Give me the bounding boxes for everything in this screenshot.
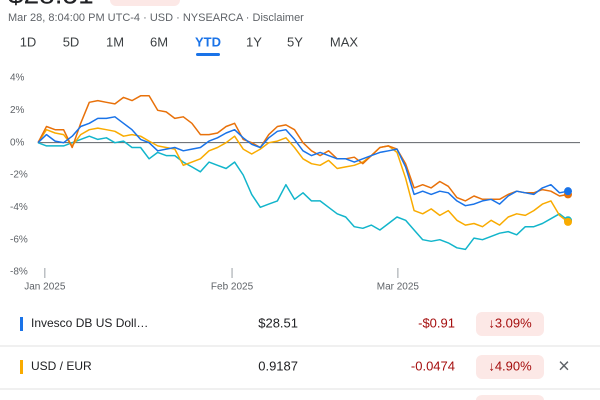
series-line bbox=[37, 127, 569, 228]
y-tick-label: 2% bbox=[10, 105, 25, 116]
y-tick-label: -8% bbox=[10, 267, 28, 278]
row-pill bbox=[476, 355, 544, 379]
tab[interactable]: 1M bbox=[106, 34, 124, 49]
series-line bbox=[37, 116, 569, 207]
series-line bbox=[37, 95, 569, 202]
row-pill bbox=[476, 312, 544, 336]
row-pct: ↓3.09% bbox=[488, 315, 532, 330]
tab[interactable]: 6M bbox=[150, 34, 168, 49]
y-tick-label: -4% bbox=[10, 202, 28, 213]
change-pill bbox=[110, 0, 180, 6]
row-pill bbox=[476, 395, 544, 400]
x-tick-label: Feb 2025 bbox=[211, 282, 254, 293]
tab[interactable]: MAX bbox=[330, 34, 359, 49]
tab-underline bbox=[196, 53, 220, 56]
row-change: -0.0474 bbox=[411, 358, 455, 373]
row-change: -$0.91 bbox=[418, 315, 455, 330]
tab[interactable]: 1D bbox=[20, 34, 37, 49]
y-tick-label: 0% bbox=[10, 137, 25, 148]
row-pct: ↓4.90% bbox=[488, 358, 532, 373]
tab[interactable]: 5Y bbox=[287, 34, 303, 49]
end-dot bbox=[564, 187, 572, 196]
tab[interactable]: YTD bbox=[195, 34, 221, 49]
y-tick-label: -2% bbox=[10, 170, 28, 181]
series-line bbox=[37, 135, 569, 251]
row-name: USD / EUR bbox=[31, 359, 92, 373]
tab[interactable]: 1Y bbox=[246, 34, 262, 49]
x-tick-label: Jan 2025 bbox=[24, 282, 66, 293]
remove[interactable]: × bbox=[558, 355, 570, 377]
row-color bbox=[20, 360, 23, 374]
row-name: Invesco DB US Doll… bbox=[31, 316, 148, 330]
row-price: 0.9187 bbox=[258, 358, 298, 373]
tab[interactable]: 5D bbox=[63, 34, 80, 49]
y-tick-label: 4% bbox=[10, 73, 25, 84]
row-price: $28.51 bbox=[258, 315, 298, 330]
end-dot bbox=[564, 217, 572, 226]
x-tick-label: Mar 2025 bbox=[377, 282, 420, 293]
y-tick-label: -6% bbox=[10, 234, 28, 245]
row-color bbox=[20, 317, 23, 331]
meta: Mar 28, 8:04:00 PM UTC-4 · USD · NYSEARC… bbox=[8, 12, 304, 24]
price: $28.51 bbox=[8, 0, 94, 9]
